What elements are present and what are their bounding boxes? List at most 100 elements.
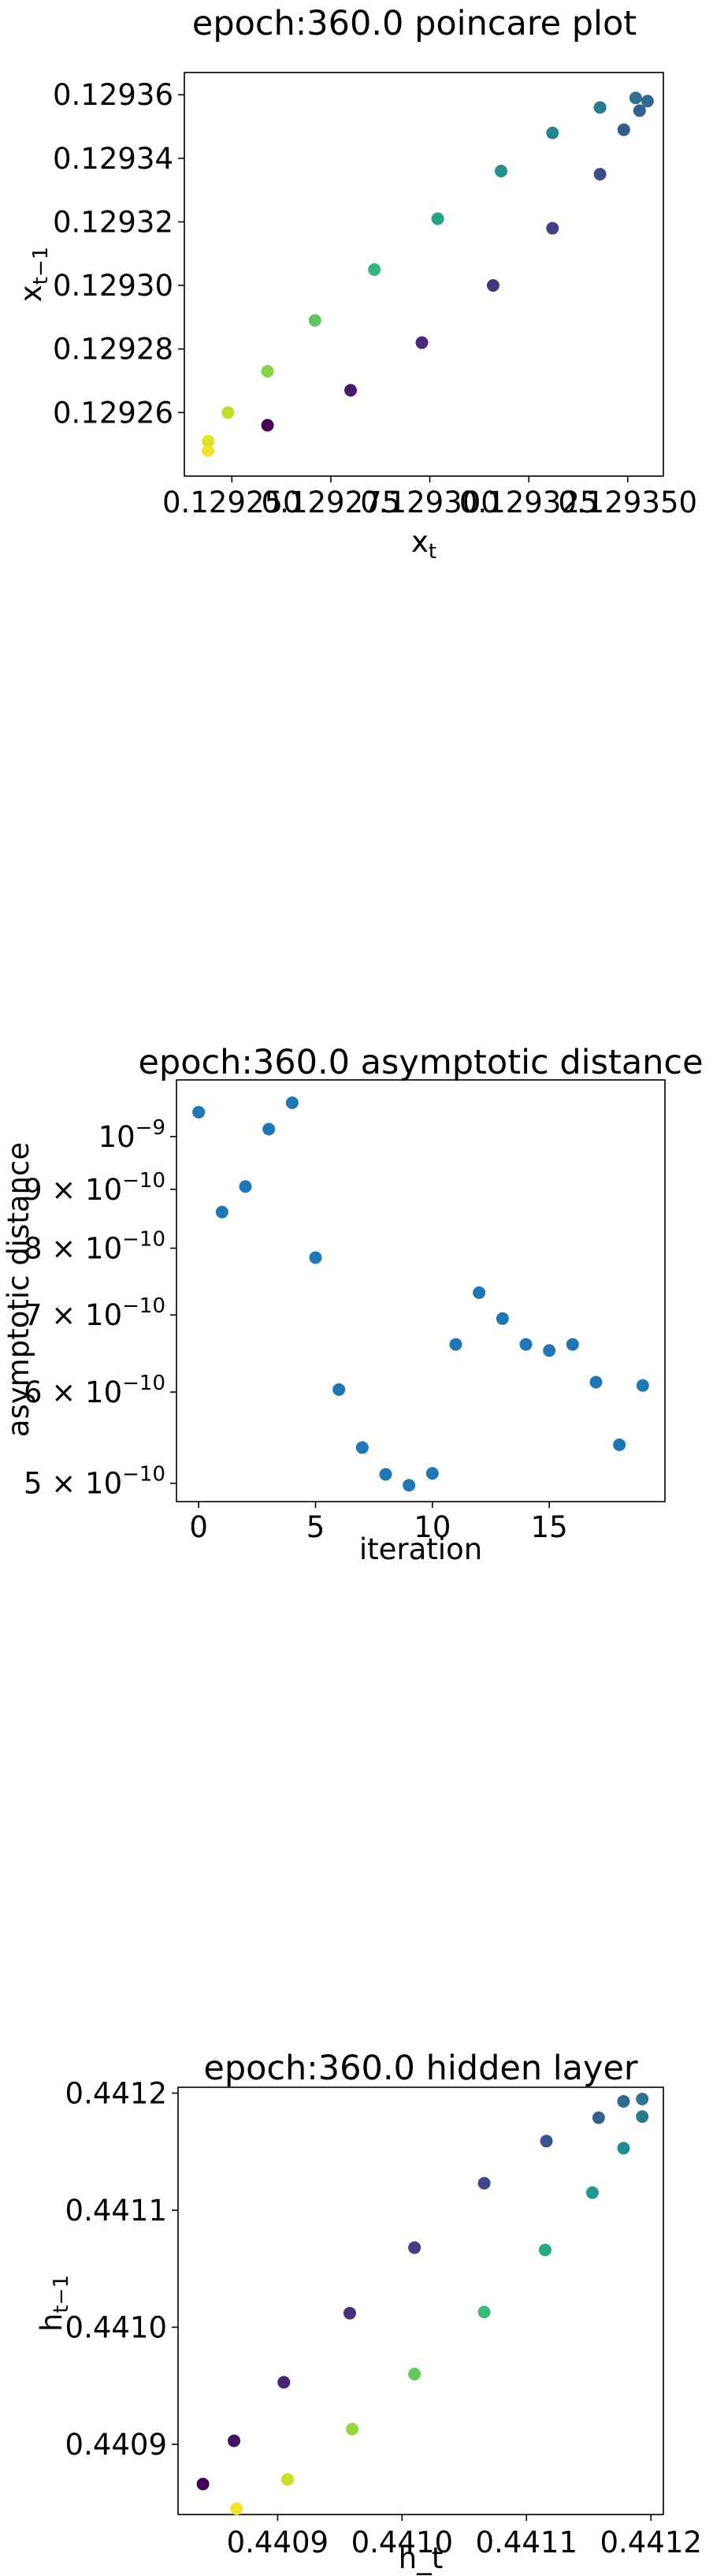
data-point [613, 1438, 626, 1451]
poincare-plot-xlabel: xt [411, 525, 436, 564]
data-point [425, 1467, 439, 1480]
data-point [192, 1105, 206, 1119]
y-tick-mantissa: 10 [98, 1120, 136, 1154]
data-point [546, 221, 559, 235]
data-point [636, 1379, 649, 1392]
data-point [543, 1344, 556, 1357]
y-tick-mantissa: 5 × 10 [24, 1467, 122, 1501]
hidden-layer-xlabel: h_t [399, 2541, 443, 2575]
data-point [477, 2306, 491, 2319]
y-tick-label: 0.4409 [65, 2428, 167, 2462]
asymptotic-distance-xlabel: iteration [359, 1532, 482, 1566]
data-point [228, 2434, 241, 2448]
data-point [355, 1441, 369, 1454]
hidden-layer-ylabel: ht−1 [35, 2275, 73, 2332]
data-point [636, 2110, 649, 2124]
x-tick-label: 0.4410 [351, 2526, 453, 2559]
data-point [546, 126, 559, 140]
y-tick-exponent: −10 [122, 1463, 165, 1487]
data-point [408, 2367, 421, 2381]
data-point [629, 91, 642, 105]
data-point [332, 1383, 346, 1396]
data-point [540, 2135, 553, 2148]
y-tick-exponent: −9 [136, 1116, 165, 1140]
data-point [494, 164, 507, 177]
data-point [617, 2094, 630, 2108]
data-point [415, 336, 429, 349]
data-point [593, 168, 607, 181]
data-point [308, 314, 321, 327]
data-point [486, 279, 499, 292]
x-tick-label: 0.4409 [227, 2526, 329, 2559]
data-point [368, 262, 381, 276]
data-point [344, 384, 358, 397]
data-point [215, 1205, 228, 1219]
hidden-layer-frame [177, 2086, 664, 2515]
data-point [239, 1180, 252, 1193]
y-tick-label: 8 × 10−10 [24, 1228, 165, 1266]
data-point [261, 419, 274, 432]
x-tick-label: 10 [414, 1510, 451, 1544]
data-point [617, 2142, 630, 2155]
data-point [262, 1122, 276, 1136]
data-point [636, 2092, 649, 2105]
data-point [477, 2176, 491, 2190]
data-point [403, 1479, 416, 1492]
y-tick-exponent: −10 [122, 1169, 165, 1193]
y-tick-label: 0.12932 [53, 205, 173, 239]
data-point [641, 95, 654, 108]
x-tick-label: 5 [306, 1510, 325, 1544]
data-point [280, 2473, 294, 2486]
y-tick-mantissa: 9 × 10 [24, 1173, 122, 1207]
x-tick-label: 15 [531, 1510, 568, 1544]
poincare-plot: epoch:360.0 poincare plot 0.1292500.1292… [14, 4, 697, 564]
y-tick-mantissa: 6 × 10 [24, 1375, 122, 1409]
poincare-plot-points [202, 91, 654, 457]
y-tick-mantissa: 8 × 10 [24, 1232, 122, 1266]
data-point [617, 123, 630, 136]
asymptotic-distance-ylabel: asymptotic distance [2, 1142, 35, 1437]
x-tick-label: 0.129350 [559, 486, 698, 519]
x-tick-label: 0.129250 [162, 486, 302, 519]
asymptotic-distance-plot: epoch:360.0 asymptotic distance 0 5 10 15 10… [2, 1043, 704, 1566]
asymptotic-distance-title: epoch:360.0 asymptotic distance [138, 1043, 703, 1082]
data-point [309, 1251, 322, 1264]
asymptotic-distance-frame [176, 1079, 666, 1502]
y-tick-label: 0.12930 [53, 269, 173, 303]
x-tick-label: 0.129300 [360, 486, 499, 519]
y-tick-exponent: −10 [122, 1228, 165, 1252]
data-point [379, 1468, 392, 1481]
y-tick-label: 0.4410 [65, 2310, 167, 2344]
data-point [230, 2502, 243, 2515]
y-tick-exponent: −10 [122, 1294, 165, 1318]
y-tick-label: 0.12936 [53, 78, 173, 112]
y-tick-exponent: −10 [122, 1372, 165, 1395]
data-point [408, 2241, 421, 2254]
x-tick-label: 0 [189, 1510, 208, 1544]
y-tick-label: 10−9 [98, 1116, 165, 1154]
x-tick-label: 0.4412 [600, 2526, 701, 2559]
data-point [202, 444, 215, 457]
poincare-plot-ticks: 0.1292500.1292750.1293000.1293250.129350… [53, 78, 697, 519]
x-tick-label: 0.4411 [476, 2526, 577, 2559]
y-tick-label: 9 × 10−10 [24, 1169, 165, 1207]
data-point [449, 1338, 462, 1351]
data-point [593, 101, 607, 114]
hidden-layer-points [196, 2092, 649, 2515]
hidden-layer-plot: epoch:360.0 hidden layer 0.4409 0.4410 0.4… [35, 2049, 702, 2575]
data-point [202, 434, 215, 448]
x-tick-label: 0.129325 [459, 486, 599, 519]
data-point [431, 212, 444, 225]
poincare-plot-title: epoch:360.0 poincare plot [192, 4, 637, 43]
data-point [585, 2186, 599, 2199]
data-point [592, 2111, 605, 2124]
poincare-plot-frame [184, 72, 664, 477]
x-tick-label: 0.129275 [262, 486, 401, 519]
data-point [261, 364, 274, 378]
data-point [221, 406, 235, 419]
data-point [633, 104, 646, 117]
data-point [196, 2477, 210, 2491]
data-point [589, 1375, 603, 1389]
data-point [473, 1286, 486, 1299]
